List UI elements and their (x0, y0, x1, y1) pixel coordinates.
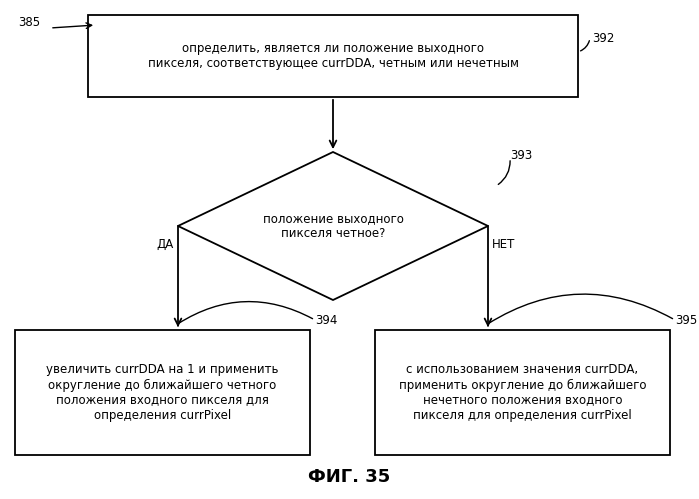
FancyBboxPatch shape (15, 330, 310, 455)
FancyBboxPatch shape (88, 15, 578, 97)
Text: НЕТ: НЕТ (492, 238, 515, 250)
Polygon shape (178, 152, 488, 300)
Text: ДА: ДА (157, 238, 174, 250)
FancyBboxPatch shape (375, 330, 670, 455)
Text: 392: 392 (592, 31, 614, 44)
Text: 393: 393 (510, 149, 532, 162)
Text: определить, является ли положение выходного
пикселя, соответствующее currDDA, че: определить, является ли положение выходн… (147, 42, 519, 70)
Text: увеличить currDDA на 1 и применить
округление до ближайшего четного
положения вх: увеличить currDDA на 1 и применить округ… (46, 363, 279, 422)
Text: 395: 395 (675, 313, 697, 326)
Text: ФИГ. 35: ФИГ. 35 (308, 468, 391, 486)
Text: 394: 394 (315, 313, 338, 326)
Text: положение выходного
пикселя четное?: положение выходного пикселя четное? (263, 212, 403, 240)
Text: с использованием значения currDDA,
применить округление до ближайшего
нечетного : с использованием значения currDDA, приме… (398, 363, 647, 422)
Text: 385: 385 (18, 15, 40, 28)
